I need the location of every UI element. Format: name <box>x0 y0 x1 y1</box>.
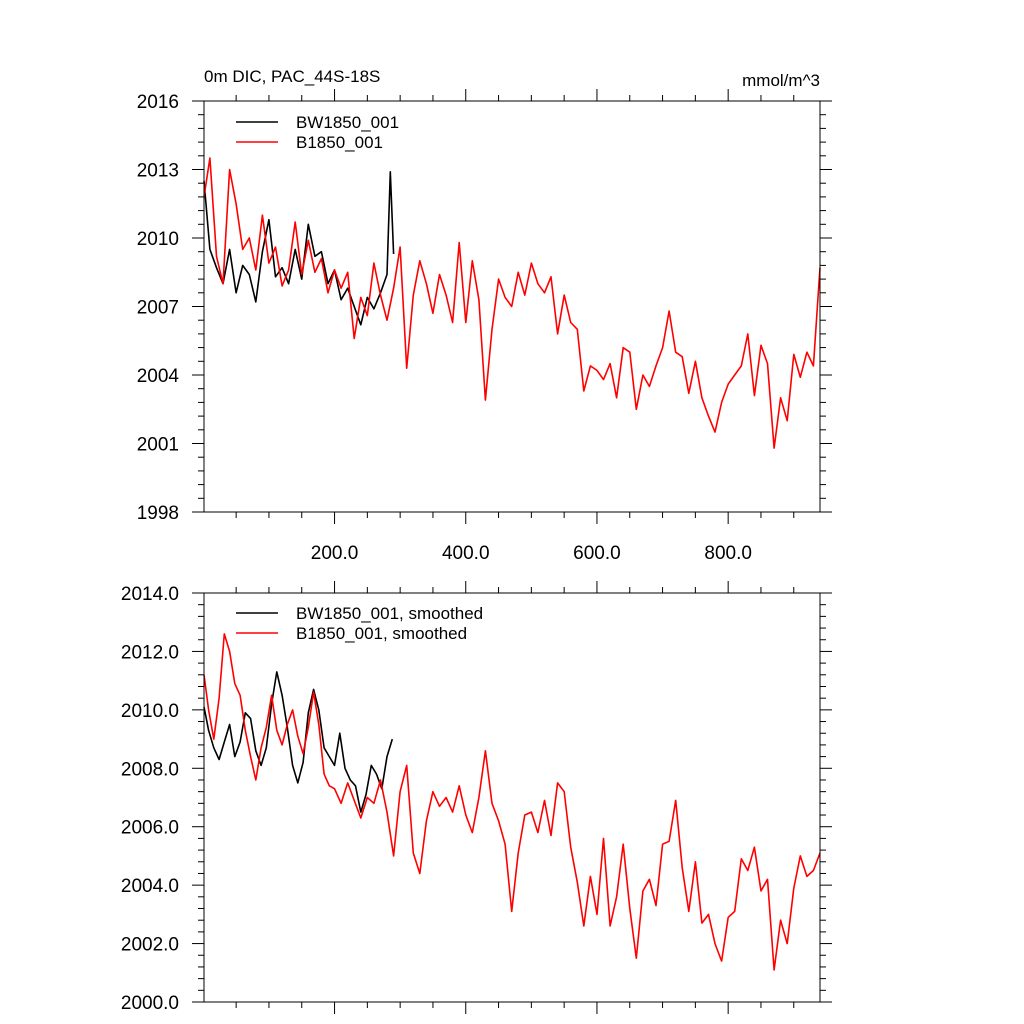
y-tick-label: 2000.0 <box>121 993 179 1014</box>
series-line-b1850 <box>203 157 821 449</box>
y-axis-labels: 2000.0 2002.0 2004.0 2006.0 2008.0 2010.0 2012… <box>121 584 179 1014</box>
legend-entry: BW1850_001, smoothed <box>296 604 483 623</box>
y-tick-label: 2016 <box>137 92 179 113</box>
y-tick-label: 2002.0 <box>121 935 179 956</box>
y-tick-label: 1998 <box>137 503 179 524</box>
y-tick-label: 2012.0 <box>121 642 179 663</box>
y-tick-label: 2013 <box>137 161 179 182</box>
series-group <box>203 157 821 449</box>
y-tick-label: 2004.0 <box>121 876 179 897</box>
x-tick-label: 600.0 <box>573 543 621 564</box>
y-tick-label: 2010.0 <box>121 701 179 722</box>
series-line-bw1850 <box>203 171 395 326</box>
panel-top: 0m DIC, PAC_44S-18S mmol/m^3 1998 2001 200… <box>137 67 832 564</box>
y-tick-label: 2010 <box>137 229 179 250</box>
plot-frame <box>203 592 821 1003</box>
panel-bottom: 2000.0 2002.0 2004.0 2006.0 2008.0 2010.0 2012… <box>121 581 832 1014</box>
series-line-b1850 <box>203 633 821 971</box>
x-axis-labels: 200.0 400.0 600.0 800.0 <box>311 543 752 564</box>
axis-ticks <box>192 581 832 1014</box>
legend-entry: BW1850_001 <box>296 113 399 132</box>
legend-entry: B1850_001 <box>296 133 383 152</box>
series-line-bw1850 <box>203 671 394 813</box>
y-tick-label: 2008.0 <box>121 759 179 780</box>
units-label: mmol/m^3 <box>742 71 820 90</box>
y-axis-labels: 1998 2001 2004 2007 2010 2013 2016 <box>137 92 180 524</box>
series-group <box>203 633 821 971</box>
x-tick-label: 800.0 <box>704 543 752 564</box>
y-tick-label: 2007 <box>137 298 179 319</box>
x-tick-label: 200.0 <box>311 543 359 564</box>
chart-title: 0m DIC, PAC_44S-18S <box>204 67 380 86</box>
y-tick-label: 2001 <box>137 435 179 456</box>
legend-entry: B1850_001, smoothed <box>296 624 467 643</box>
y-tick-label: 2006.0 <box>121 818 179 839</box>
y-tick-label: 2004 <box>137 366 180 387</box>
axis-ticks <box>192 89 832 524</box>
x-tick-label: 400.0 <box>442 543 490 564</box>
plot-frame <box>203 100 821 513</box>
y-tick-label: 2014.0 <box>121 584 179 605</box>
